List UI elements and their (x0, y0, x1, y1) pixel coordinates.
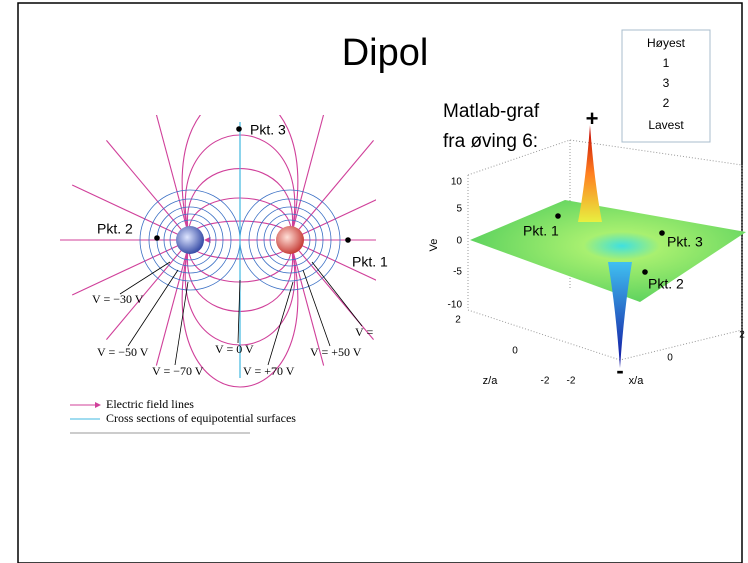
caption: Matlab-graf (443, 101, 540, 122)
tick-label: -10 (448, 300, 463, 311)
potential-label: V = −50 V (97, 345, 149, 359)
field-line (155, 115, 192, 242)
tick-label: 0 (667, 353, 673, 364)
axis-label: x/a (629, 375, 645, 387)
tick-label: 0 (456, 236, 462, 247)
potential-label: V = 0 V (215, 342, 254, 356)
equipotential (248, 198, 332, 282)
potential-pointers (119, 261, 363, 366)
equipotential (148, 198, 232, 282)
point-label: Pkt. 3 (667, 234, 703, 250)
point-dot (642, 269, 648, 275)
positive-charge (276, 226, 304, 254)
point-label: Pkt. 2 (648, 276, 684, 292)
field-line (71, 184, 191, 241)
legend-label: Electric field lines (106, 397, 194, 411)
tick-label: 0 (512, 346, 518, 357)
point-label: Pkt. 1 (352, 254, 388, 270)
potential-label: V = −30 V (92, 292, 144, 306)
tick-label: 2 (455, 315, 461, 326)
field-line (106, 239, 191, 340)
minus-sign: - (616, 358, 623, 383)
tick-label: -5 (453, 267, 462, 278)
field-line (289, 140, 374, 241)
potential-label: V = −70 V (152, 364, 204, 378)
tick-label: 5 (456, 204, 462, 215)
tick-label: 2 (739, 330, 745, 341)
surface-plot: Matlab-graf fra øving 6: + - 10 5 0 -5 -10 2 0… (428, 101, 746, 387)
ranking-box (621, 29, 711, 143)
point-dot (154, 235, 160, 241)
tick-label: 10 (451, 177, 463, 188)
point-dot (345, 237, 351, 243)
axis-label: z/a (483, 375, 499, 387)
equipotential (139, 189, 240, 291)
potential-label: V = +70 V (243, 364, 295, 378)
trough (608, 262, 632, 368)
ranking-item: 1 (663, 56, 670, 70)
field-line (289, 115, 325, 241)
field-line (181, 115, 299, 241)
field-line (289, 239, 376, 281)
equipotential (256, 206, 324, 274)
tick-label: -2 (567, 376, 576, 387)
point-label: Pkt. 3 (250, 122, 286, 138)
point-dot (659, 230, 665, 236)
field-line (289, 199, 376, 241)
dipole-figure: V = −30 V V = −50 VV = −70 V V = 0 V V = +7… (60, 115, 407, 434)
ranking: Høyest 1 3 2 Lavest (647, 36, 686, 132)
potential-label: V = +50 V (310, 345, 362, 359)
point-label: Pkt. 2 (97, 221, 133, 237)
equipotential (240, 189, 341, 291)
axis-label: Ve (428, 239, 440, 252)
equipotentials (139, 189, 341, 291)
field-line (106, 140, 191, 241)
equipotential (269, 219, 311, 261)
surface-plane (470, 200, 746, 302)
equipotential (163, 213, 217, 267)
field-line (181, 239, 299, 388)
field-line (155, 238, 192, 366)
title: Dipol (342, 32, 429, 74)
legend-label: Cross sections of equipotential surfaces (106, 411, 296, 425)
plus-sign: + (586, 106, 599, 131)
point-label: Pkt. 1 (523, 223, 559, 239)
tick-label: -2 (541, 376, 550, 387)
equipotential (263, 213, 317, 267)
point-dot (236, 126, 242, 132)
potential-label: V = +30 V (355, 325, 407, 339)
field-line (71, 239, 191, 296)
point-dot (555, 213, 561, 219)
ranking-item: 2 (663, 96, 670, 110)
ranking-item: 3 (663, 76, 670, 90)
peak (578, 125, 602, 222)
ranking-item: Høyest (647, 36, 686, 50)
negative-charge (176, 226, 204, 254)
ranking-item: Lavest (648, 118, 684, 132)
caption: fra øving 6: (443, 131, 538, 152)
equipotential (169, 219, 211, 261)
field-line (289, 239, 325, 366)
